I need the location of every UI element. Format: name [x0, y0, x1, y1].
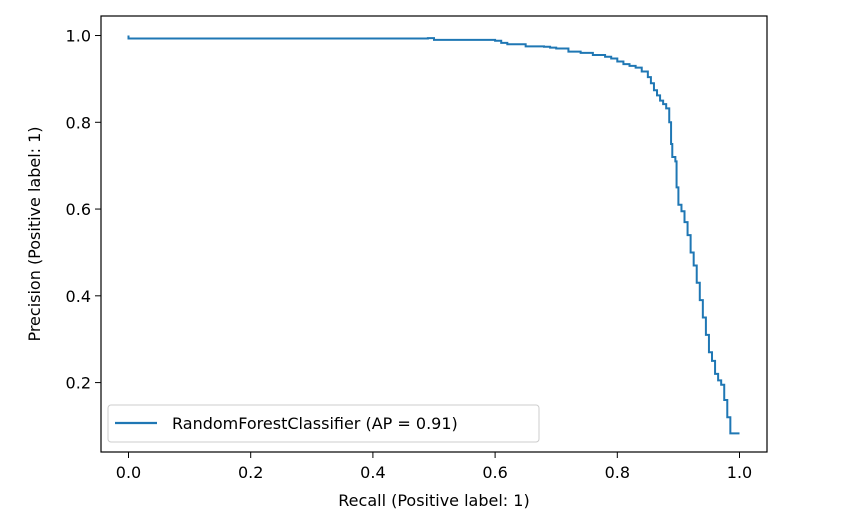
plot-area [101, 16, 767, 452]
y-tick-label: 0.4 [66, 287, 91, 306]
x-axis-label: Recall (Positive label: 1) [338, 491, 529, 510]
x-tick-label: 0.4 [360, 463, 385, 482]
y-axis-ticks: 0.2 0.4 0.6 0.8 1.0 [66, 27, 101, 393]
x-tick-label: 0.8 [605, 463, 630, 482]
series-layer [127, 35, 740, 435]
x-axis-ticks: 0.0 0.2 0.4 0.6 0.8 1.0 [116, 452, 752, 482]
legend-label: RandomForestClassifier (AP = 0.91) [172, 414, 458, 433]
plot-frame [100, 15, 768, 453]
x-tick-label: 1.0 [727, 463, 752, 482]
y-tick-label: 0.8 [66, 113, 91, 132]
x-tick-label: 0.6 [482, 463, 507, 482]
legend: RandomForestClassifier (AP = 0.91) [107, 404, 540, 443]
y-tick-label: 0.2 [66, 374, 91, 393]
y-axis-label: Precision (Positive label: 1) [25, 126, 44, 341]
y-tick-label: 1.0 [66, 27, 91, 46]
x-tick-label: 0.2 [238, 463, 263, 482]
legend-box [107, 404, 540, 443]
y-tick-label: 0.6 [66, 200, 91, 219]
x-tick-label: 0.0 [116, 463, 141, 482]
series-line-0 [127, 35, 740, 435]
